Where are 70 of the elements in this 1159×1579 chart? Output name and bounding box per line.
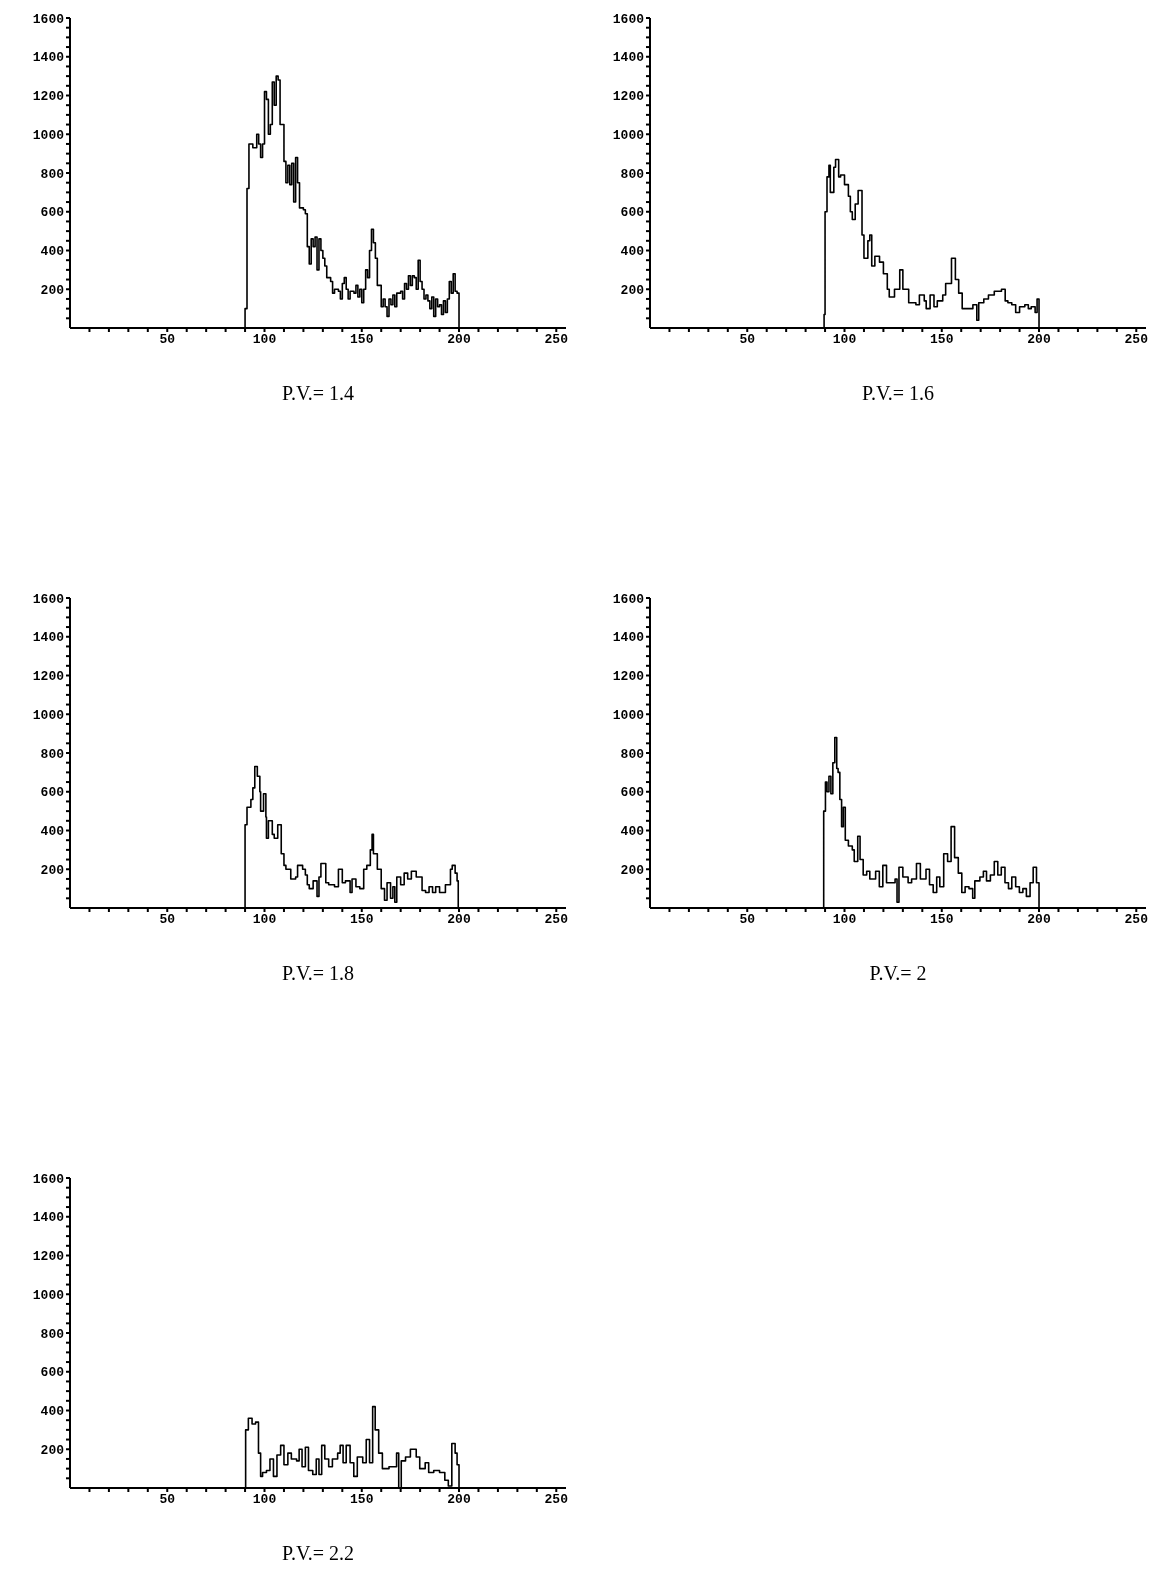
y-tick-label: 200 (620, 862, 645, 878)
x-tick-label: 250 (1124, 332, 1149, 348)
y-tick-label: 800 (40, 166, 65, 182)
y-tick-label: 600 (40, 785, 65, 801)
y-tick-label: 200 (40, 282, 65, 298)
y-tick-label: 800 (620, 746, 645, 762)
y-tick-label: 600 (620, 785, 645, 801)
y-tick-label: 200 (40, 862, 65, 878)
y-tick-label: 1200 (612, 669, 645, 685)
x-tick-label: 100 (832, 332, 857, 348)
x-tick-label: 50 (159, 912, 176, 928)
y-tick-label: 1600 (32, 591, 65, 607)
y-tick-label: 800 (620, 166, 645, 182)
x-axis-title: P.V.= 1.8 (281, 962, 355, 984)
x-tick-label: 100 (252, 912, 277, 928)
x-axis-title: P.V.= 1.4 (281, 382, 355, 404)
x-axis-title: P.V.= 1.6 (861, 382, 935, 404)
y-tick-label: 1600 (612, 591, 645, 607)
y-tick-label: 1400 (32, 1210, 65, 1226)
y-tick-label: 800 (40, 1326, 65, 1342)
y-tick-label: 400 (620, 824, 645, 840)
x-tick-label: 200 (447, 1492, 471, 1508)
x-tick-label: 50 (159, 332, 176, 348)
x-tick-label: 100 (252, 1492, 277, 1508)
y-tick-label: 1000 (32, 707, 65, 723)
y-tick-label: 400 (40, 1404, 65, 1420)
x-tick-label: 250 (544, 912, 569, 928)
y-tick-label: 1400 (32, 50, 65, 66)
x-tick-label: 150 (350, 912, 374, 928)
x-tick-label: 150 (350, 332, 374, 348)
y-tick-label: 600 (40, 1365, 65, 1381)
y-tick-label: 600 (40, 205, 65, 221)
x-tick-label: 150 (930, 332, 954, 348)
y-tick-label: 1600 (32, 11, 65, 27)
y-tick-label: 1200 (32, 669, 65, 685)
x-tick-label: 250 (1124, 912, 1149, 928)
x-tick-label: 200 (1027, 912, 1051, 928)
x-tick-label: 150 (350, 1492, 374, 1508)
y-tick-label: 1200 (32, 89, 65, 105)
x-tick-label: 50 (739, 332, 756, 348)
x-tick-label: 200 (1027, 332, 1051, 348)
x-axis-title: P.V.= 2 (869, 962, 927, 984)
y-tick-label: 800 (40, 746, 65, 762)
y-tick-label: 200 (40, 1442, 65, 1458)
y-tick-label: 1600 (612, 11, 645, 27)
x-tick-label: 100 (252, 332, 277, 348)
y-tick-label: 600 (620, 205, 645, 221)
x-tick-label: 200 (447, 332, 471, 348)
y-tick-label: 1600 (32, 1171, 65, 1187)
y-tick-label: 400 (40, 244, 65, 260)
x-tick-label: 250 (544, 1492, 569, 1508)
x-tick-label: 150 (930, 912, 954, 928)
x-tick-label: 50 (739, 912, 756, 928)
y-tick-label: 1200 (612, 89, 645, 105)
y-tick-label: 200 (620, 282, 645, 298)
y-tick-label: 1000 (32, 127, 65, 143)
y-tick-label: 400 (40, 824, 65, 840)
y-tick-label: 1000 (32, 1287, 65, 1303)
y-tick-label: 1200 (32, 1249, 65, 1265)
y-tick-label: 1400 (32, 630, 65, 646)
y-tick-label: 1000 (612, 707, 645, 723)
y-tick-label: 1000 (612, 127, 645, 143)
x-tick-label: 100 (832, 912, 857, 928)
y-tick-label: 1400 (612, 50, 645, 66)
x-axis-title: P.V.= 2.2 (281, 1542, 355, 1564)
x-tick-label: 250 (544, 332, 569, 348)
y-tick-label: 400 (620, 244, 645, 260)
x-tick-label: 50 (159, 1492, 176, 1508)
y-tick-label: 1400 (612, 630, 645, 646)
x-tick-label: 200 (447, 912, 471, 928)
